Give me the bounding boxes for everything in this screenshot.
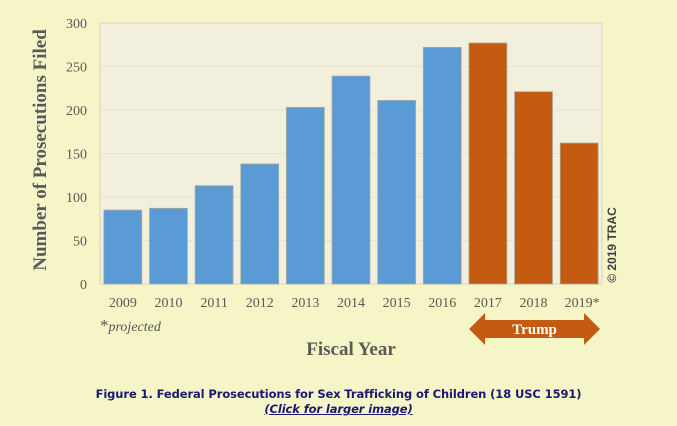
y-tick-label: 150 xyxy=(66,148,87,163)
figure-caption: Figure 1. Federal Prosecutions for Sex T… xyxy=(95,387,582,401)
bars xyxy=(103,42,599,285)
x-tick-label: 2018 xyxy=(520,296,548,311)
x-tick-label: 2011 xyxy=(200,296,227,311)
larger-image-link[interactable]: (Click for larger image) xyxy=(264,402,413,416)
x-tick-label: 2010 xyxy=(154,296,182,311)
double-arrow-icon xyxy=(469,313,600,345)
y-tick-label: 100 xyxy=(66,191,87,206)
x-axis-label: Fiscal Year xyxy=(306,339,396,360)
bar-2019 xyxy=(559,142,599,285)
bar-2017 xyxy=(468,42,508,285)
bar-2009 xyxy=(103,209,143,285)
projected-footnote: *projected xyxy=(100,316,162,335)
x-tick-label: 2016 xyxy=(428,296,456,311)
x-axis-ticks: 2009 2010 2011 2012 2013 2014 2015 2016 2017 2018… xyxy=(109,296,600,311)
bar-2012 xyxy=(240,163,280,285)
bar-2016 xyxy=(422,46,462,285)
bar-2013 xyxy=(286,106,325,285)
x-tick-label: 2012 xyxy=(246,296,274,311)
x-tick-label: 2015 xyxy=(383,296,411,311)
bar-2018 xyxy=(514,91,553,285)
y-axis-ticks: 0 50 100 150 200 250 300 xyxy=(66,17,87,293)
y-tick-label: 50 xyxy=(73,235,87,250)
y-tick-label: 0 xyxy=(80,278,87,293)
x-tick-label: 2013 xyxy=(291,296,319,311)
bar-2015 xyxy=(377,100,416,285)
x-tick-label: 2014 xyxy=(337,296,365,311)
y-tick-label: 250 xyxy=(66,61,87,76)
bar-2010 xyxy=(149,207,188,285)
footnote-star: * xyxy=(100,316,109,335)
trump-label: Trump xyxy=(512,322,557,338)
trump-range-arrow: Trump xyxy=(469,313,600,345)
x-tick-label: 2019* xyxy=(565,296,600,311)
y-tick-label: 200 xyxy=(66,104,87,119)
y-axis-label: Number of Prosecutions Filed xyxy=(30,29,51,271)
x-tick-label: 2017 xyxy=(474,296,502,311)
footnote-text: projected xyxy=(108,320,162,335)
bar-2014 xyxy=(331,75,371,285)
y-tick-label: 300 xyxy=(66,17,87,32)
bar-2011 xyxy=(194,185,234,285)
copyright-label: © 2019 TRAC xyxy=(605,207,619,283)
x-tick-label: 2009 xyxy=(109,296,137,311)
